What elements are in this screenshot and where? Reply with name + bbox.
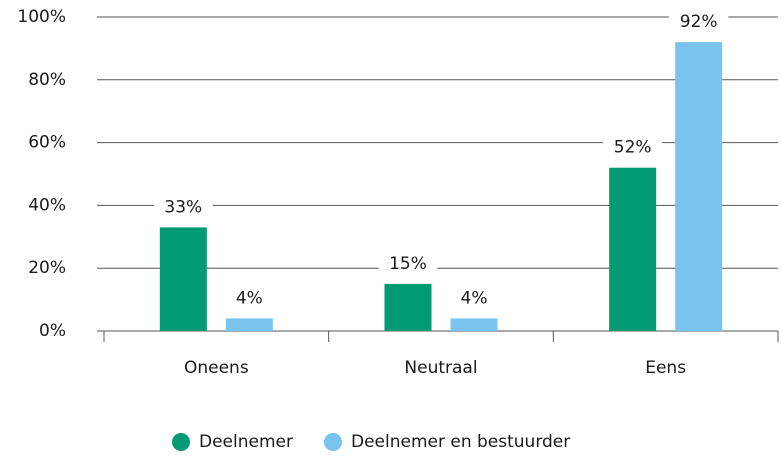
- y-tick-label: 60%: [28, 133, 66, 153]
- value-label: 92%: [680, 12, 718, 32]
- bar: [225, 318, 273, 331]
- legend-label: Deelnemer en bestuurder: [351, 432, 570, 452]
- y-tick-label: 20%: [28, 258, 66, 278]
- value-label-bg: [378, 251, 438, 276]
- legend-swatch: [172, 433, 190, 451]
- value-label: 33%: [164, 197, 202, 217]
- value-label-bg: [153, 195, 213, 220]
- bar: [450, 318, 498, 331]
- y-tick-label: 0%: [39, 321, 66, 341]
- x-tick-label: Oneens: [184, 358, 249, 378]
- x-tick-label: Neutraal: [404, 358, 477, 378]
- legend-label: Deelnemer: [199, 432, 293, 452]
- x-tick-label: Eens: [645, 358, 686, 378]
- value-label-bg: [219, 286, 279, 311]
- value-label: 15%: [389, 254, 427, 274]
- bar: [675, 42, 723, 332]
- bar: [609, 167, 657, 331]
- value-label-bg: [444, 286, 504, 311]
- value-label-bg: [603, 135, 663, 160]
- bar: [384, 283, 432, 331]
- y-tick-label: 40%: [28, 195, 66, 215]
- bar: [159, 227, 207, 331]
- value-label: 52%: [614, 138, 652, 158]
- value-label: 4%: [461, 288, 488, 308]
- y-tick-label: 100%: [17, 7, 66, 27]
- y-tick-label: 80%: [28, 70, 66, 90]
- legend-swatch: [323, 433, 342, 451]
- value-label-bg: [669, 10, 729, 35]
- value-label: 4%: [236, 288, 263, 308]
